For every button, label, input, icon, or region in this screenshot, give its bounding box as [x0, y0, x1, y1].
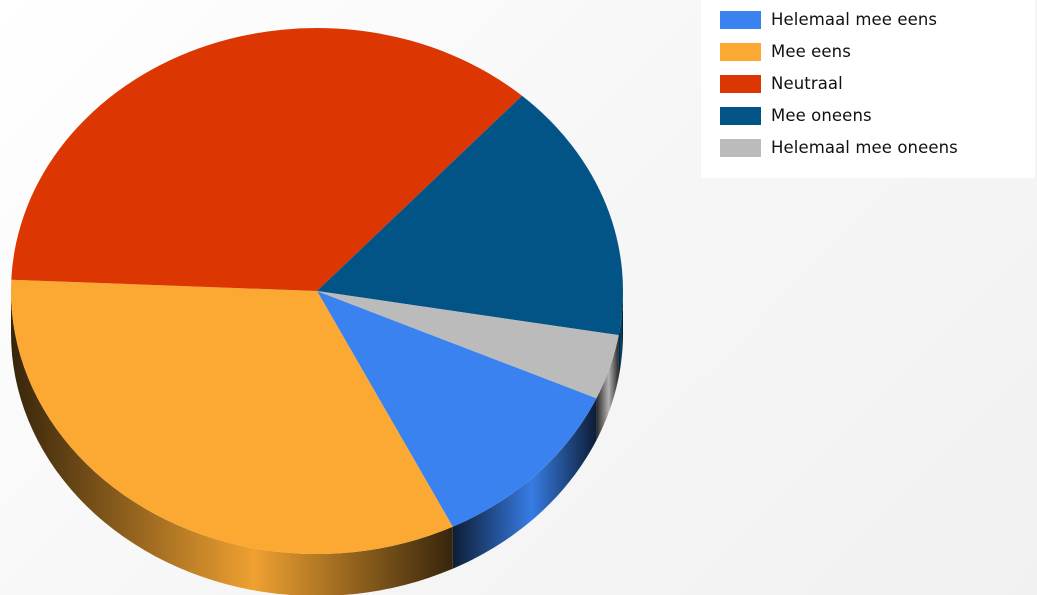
legend-label: Neutraal — [771, 74, 843, 93]
legend-label: Mee oneens — [771, 106, 872, 125]
legend: Helemaal mee eens Mee eens Neutraal Mee one… — [701, 0, 1035, 178]
pie-slice-side — [618, 291, 623, 378]
pie-slice — [10, 279, 453, 554]
legend-label: Helemaal mee eens — [771, 10, 938, 29]
legend-item: Neutraal — [720, 71, 1035, 96]
pie-slice-side — [596, 335, 619, 441]
legend-swatch — [720, 106, 761, 125]
legend-item: Mee oneens — [720, 103, 1035, 128]
pie-slice — [11, 27, 523, 292]
legend-swatch — [720, 74, 761, 93]
legend-item: Helemaal mee eens — [720, 7, 1035, 32]
pie-slice — [317, 291, 619, 399]
legend-swatch — [720, 42, 761, 61]
legend-label: Mee eens — [771, 42, 851, 61]
legend-swatch — [720, 10, 761, 29]
pie-slice — [317, 95, 624, 336]
legend-item: Mee eens — [720, 39, 1035, 64]
pie-slice-side — [452, 398, 597, 569]
pie-side-walls — [11, 291, 623, 595]
legend-swatch — [720, 138, 761, 157]
pie-slice — [317, 291, 597, 527]
pie-top-faces — [10, 27, 624, 554]
legend-label: Helemaal mee oneens — [771, 138, 958, 157]
pie-plot-area — [10, 27, 624, 595]
pie-slice-side — [11, 291, 453, 595]
legend-item: Helemaal mee oneens — [720, 135, 1035, 160]
